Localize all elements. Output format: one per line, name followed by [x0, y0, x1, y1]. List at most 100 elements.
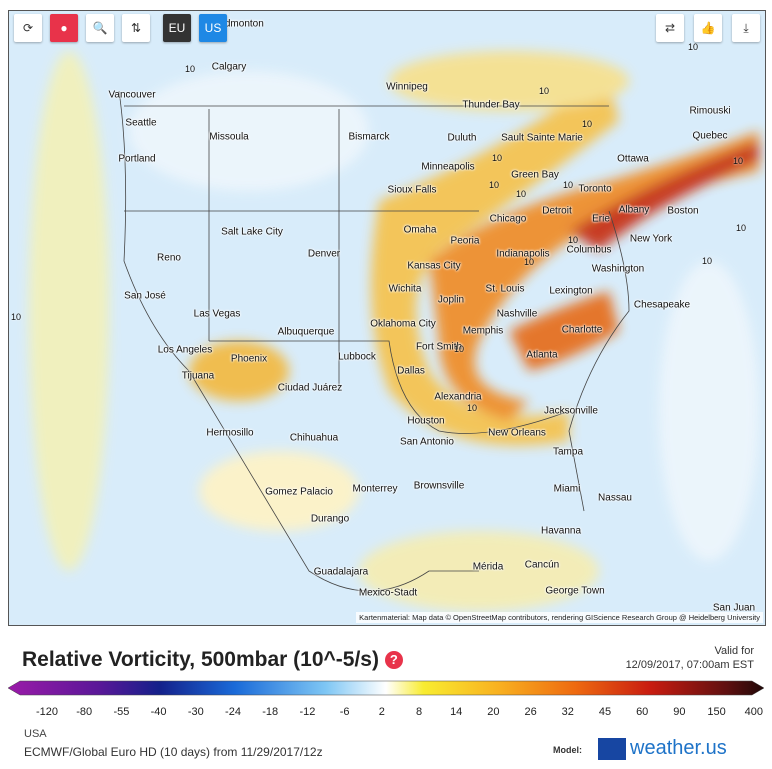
city-label: Portland: [118, 153, 156, 165]
city-label: New York: [629, 233, 673, 245]
city-label: Rimouski: [689, 105, 731, 117]
city-label: Dallas: [397, 365, 425, 377]
legend-tick-label: 14: [450, 706, 463, 718]
city-label: Memphis: [462, 325, 504, 337]
city-label: Thunder Bay: [462, 99, 520, 111]
attribution: Kartenmaterial: Map data © OpenStreetMap…: [356, 612, 763, 623]
city-label: Chesapeake: [633, 299, 691, 311]
valid-for: Valid for 12/09/2017, 07:00am EST: [626, 644, 754, 672]
city-label: Indianapolis: [496, 248, 550, 260]
city-label: Edmonton: [218, 18, 264, 30]
city-label: Charlotte: [561, 324, 603, 336]
contour-label: 10: [488, 180, 500, 190]
legend-tick-label: 26: [524, 706, 537, 718]
sort-button[interactable]: ⇅: [122, 14, 150, 42]
city-label: Atlanta: [526, 349, 558, 361]
city-label: Minneapolis: [421, 161, 475, 173]
city-label: Mexico-Stadt: [358, 587, 418, 599]
legend-tick-label: -55: [113, 706, 130, 718]
legend-tick-label: -30: [187, 706, 204, 718]
city-label: San Antonio: [400, 436, 454, 448]
city-label: Lexington: [549, 285, 593, 297]
city-label: Oklahoma City: [370, 318, 436, 330]
valid-date: 12/09/2017, 07:00am EST: [625, 659, 754, 671]
city-label: Vancouver: [108, 89, 156, 101]
legend-tick-label: -18: [262, 706, 279, 718]
city-label: Boston: [667, 205, 699, 217]
location-button[interactable]: ●: [50, 14, 78, 42]
city-label: George Town: [545, 585, 605, 597]
legend-tick-label: 32: [561, 706, 574, 718]
city-label: Quebec: [692, 130, 728, 142]
city-label: Detroit: [542, 205, 572, 217]
contour-label: 10: [491, 153, 503, 163]
brand: weather.us: [630, 737, 727, 759]
contour-label: 10: [453, 344, 465, 354]
city-label: Peoria: [450, 235, 480, 247]
contour-label: 10: [538, 86, 550, 96]
city-label: San José: [124, 290, 166, 302]
refresh-button[interactable]: ⟳: [14, 14, 42, 42]
map[interactable]: Kartenmaterial: Map data © OpenStreetMap…: [8, 10, 766, 626]
city-label: Albuquerque: [277, 326, 335, 338]
region-us-button[interactable]: US: [199, 14, 227, 42]
contour-label: 10: [10, 312, 22, 322]
city-label: Sault Sainte Marie: [501, 132, 583, 144]
city-label: Washington: [591, 263, 645, 275]
city-label: Calgary: [211, 61, 247, 73]
contour-label: 10: [735, 223, 747, 233]
city-label: Green Bay: [511, 169, 559, 181]
city-label: Missoula: [209, 131, 249, 143]
legend-tick-label: 2: [378, 706, 385, 718]
legend-tick-label: 60: [636, 706, 649, 718]
city-label: Hermosillo: [206, 427, 254, 439]
legend-tick-label: -80: [76, 706, 93, 718]
city-label: Tampa: [552, 446, 584, 458]
city-label: Gomez Palacio: [265, 486, 333, 498]
download-button[interactable]: ⤓: [732, 14, 760, 42]
city-label: Winnipeg: [386, 81, 428, 93]
city-label: Houston: [407, 415, 445, 427]
contour-label: 10: [701, 256, 713, 266]
legend-tick-label: 20: [487, 706, 500, 718]
contour-label: 10: [515, 189, 527, 199]
city-label: Sioux Falls: [387, 184, 437, 196]
eu-flag: [598, 738, 626, 760]
contour-label: 10: [466, 403, 478, 413]
city-label: Erie: [592, 213, 610, 225]
city-label: Seattle: [125, 117, 157, 129]
city-label: Chihuahua: [289, 432, 339, 444]
model-label: Model:: [553, 745, 582, 755]
city-label: Columbus: [566, 244, 612, 256]
contour-label: 10: [687, 42, 699, 52]
zoom-button[interactable]: 🔍: [86, 14, 114, 42]
city-label: Miami: [553, 483, 581, 495]
title: Relative Vorticity, 500mbar (10^-5/s) ?: [22, 648, 403, 672]
city-label: Los Angeles: [157, 344, 213, 356]
city-label: Ciudad Juárez: [277, 382, 343, 394]
help-icon[interactable]: ?: [384, 651, 403, 670]
share-button[interactable]: ⇄: [656, 14, 684, 42]
city-label: New Orleans: [488, 427, 546, 439]
like-button[interactable]: 👍: [694, 14, 722, 42]
city-label: Joplin: [437, 294, 465, 306]
contour-label: 10: [562, 180, 574, 190]
legend-tick-label: 400: [744, 706, 763, 718]
city-label: Mérida: [472, 561, 504, 573]
city-label: Salt Lake City: [221, 226, 283, 238]
city-label: Albany: [618, 204, 650, 216]
contour-label: 10: [523, 257, 535, 267]
legend-tick-label: 45: [598, 706, 612, 718]
city-label: Cancún: [524, 559, 560, 571]
region-eu-button[interactable]: EU: [163, 14, 191, 42]
city-label: Monterrey: [352, 483, 398, 495]
map-field: [9, 11, 765, 625]
city-label: Fort Smith: [415, 341, 463, 353]
title-text: Relative Vorticity, 500mbar (10^-5/s): [22, 648, 379, 671]
city-label: Phoenix: [230, 353, 268, 365]
colorbar: [7, 680, 765, 696]
region: USA: [24, 728, 47, 740]
contour-label: 10: [732, 156, 744, 166]
contour-label: 10: [184, 64, 196, 74]
legend-tick-label: 8: [415, 706, 423, 718]
